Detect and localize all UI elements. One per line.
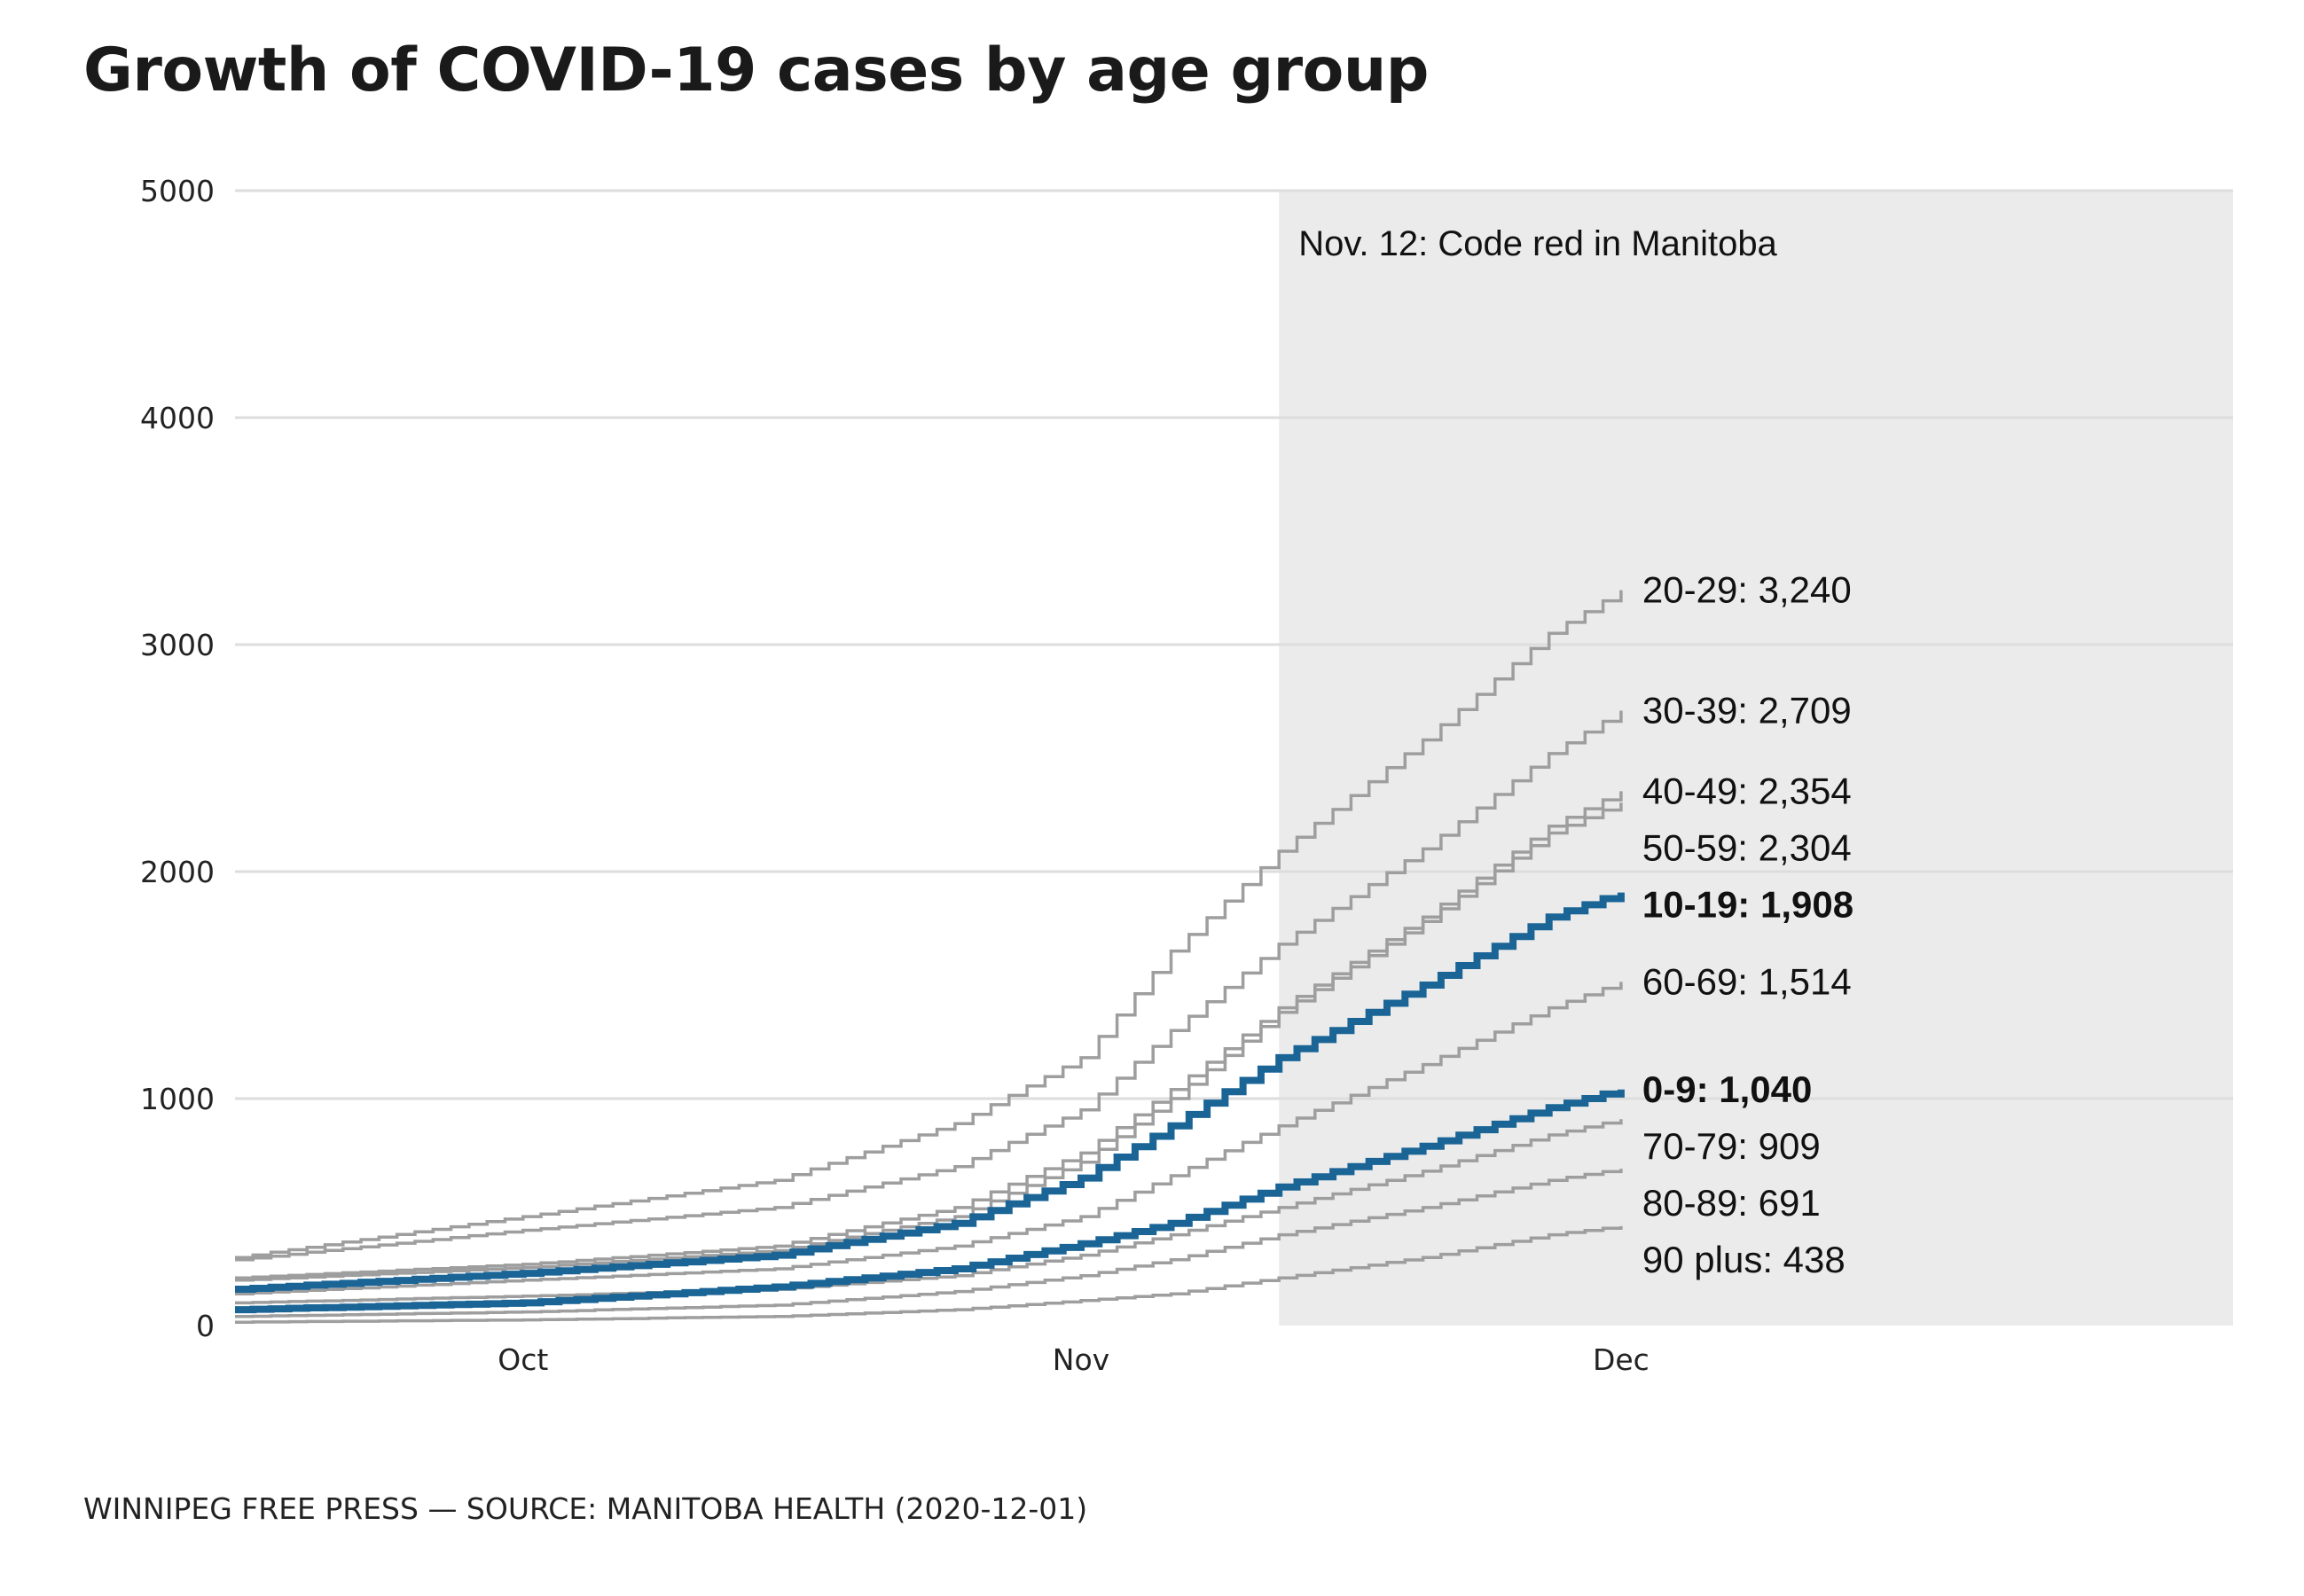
- series-line-20-29: [235, 590, 1623, 1259]
- series-label-80-89: 80-89: 691: [1642, 1182, 1821, 1224]
- series-label-60-69: 60-69: 1,514: [1642, 960, 1852, 1002]
- chart-title: Growth of COVID-19 cases by age group: [83, 35, 1429, 106]
- code-red-shaded-region: [1279, 191, 2233, 1326]
- series-label-70-79: 70-79: 909: [1642, 1125, 1821, 1167]
- series-line-70-79: [235, 1119, 1623, 1305]
- y-tick-label: 5000: [140, 174, 215, 208]
- series-label-0-9: 0-9: 1,040: [1642, 1068, 1812, 1110]
- series-line-60-69: [235, 982, 1623, 1295]
- series-label-10-19: 10-19: 1,908: [1642, 883, 1853, 925]
- y-tick-label: 1000: [140, 1082, 215, 1116]
- x-tick-label: Nov: [1053, 1342, 1109, 1377]
- series-label-30-39: 30-39: 2,709: [1642, 689, 1852, 731]
- series-line-80-89: [235, 1169, 1623, 1318]
- source-footer: WINNIPEG FREE PRESS — SOURCE: MANITOBA H…: [83, 1491, 1088, 1526]
- x-tick-label: Oct: [498, 1342, 548, 1377]
- y-tick-label: 0: [196, 1309, 215, 1343]
- series-label-90-plus: 90 plus: 438: [1642, 1239, 1846, 1280]
- series-label-50-59: 50-59: 2,304: [1642, 826, 1852, 868]
- series-label-20-29: 20-29: 3,240: [1642, 569, 1852, 611]
- code-red-annotation: Nov. 12: Code red in Manitoba: [1298, 224, 1777, 263]
- x-tick-label: Dec: [1593, 1342, 1650, 1377]
- y-tick-label: 2000: [140, 855, 215, 889]
- y-tick-label: 3000: [140, 628, 215, 662]
- y-tick-label: 4000: [140, 401, 215, 435]
- series-line-40-49: [235, 791, 1623, 1279]
- series-label-40-49: 40-49: 2,354: [1642, 770, 1852, 811]
- series-line-90-plus: [235, 1225, 1623, 1324]
- series-line-30-39: [235, 710, 1623, 1262]
- series-line-10-19: [235, 892, 1625, 1293]
- series-line-0-9: [235, 1089, 1625, 1314]
